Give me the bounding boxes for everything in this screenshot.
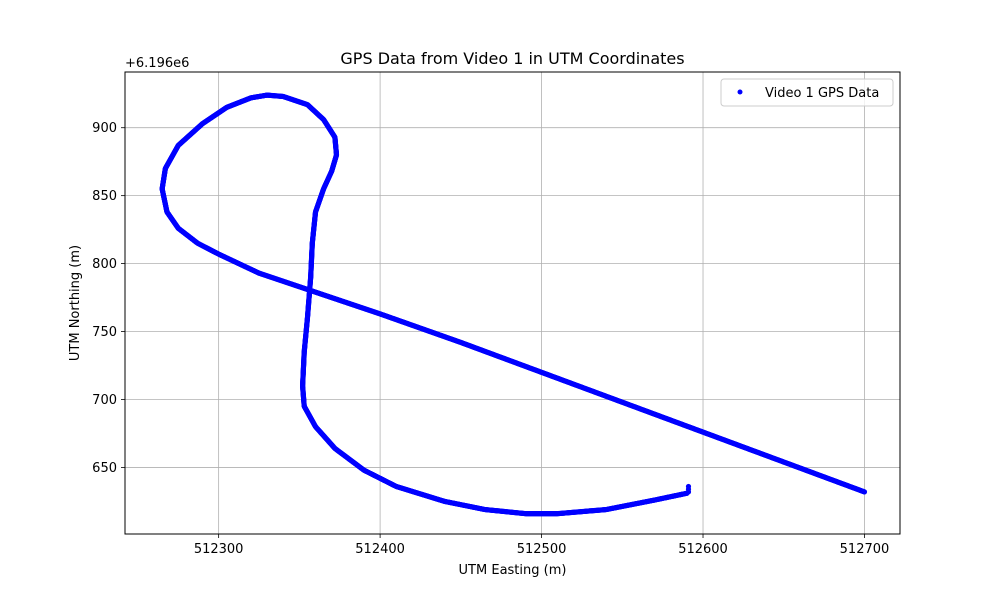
legend-label: Video 1 GPS Data: [765, 86, 879, 101]
x-tick-label: 512400: [355, 542, 405, 557]
y-axis-ticks: 650 700 750 800 850 900: [92, 121, 125, 476]
x-tick-label: 512700: [840, 542, 890, 557]
scatter-points: [159, 92, 868, 517]
y-tick-label: 650: [92, 461, 117, 476]
y-axis-label: UTM Northing (m): [68, 245, 83, 361]
y-tick-label: 700: [92, 393, 117, 408]
x-axis-ticks: 512300 512400 512500 512600 512700: [194, 534, 889, 557]
plot-frame: [124, 71, 901, 535]
gridlines: [125, 72, 900, 534]
x-tick-label: 512500: [517, 542, 567, 557]
gps-point: [685, 483, 692, 490]
x-tick-label: 512300: [194, 542, 244, 557]
x-axis-label: UTM Easting (m): [459, 563, 567, 578]
y-tick-label: 850: [92, 189, 117, 204]
legend-box: [720, 78, 894, 107]
y-axis-offset-label: +6.196e6: [125, 56, 189, 71]
chart-title: GPS Data from Video 1 in UTM Coordinates: [340, 49, 684, 68]
y-tick-label: 800: [92, 257, 117, 272]
y-tick-label: 750: [92, 325, 117, 340]
legend: Video 1 GPS Data: [720, 78, 894, 107]
y-tick-label: 900: [92, 121, 117, 136]
x-tick-label: 512600: [678, 542, 728, 557]
legend-marker: [737, 89, 743, 95]
